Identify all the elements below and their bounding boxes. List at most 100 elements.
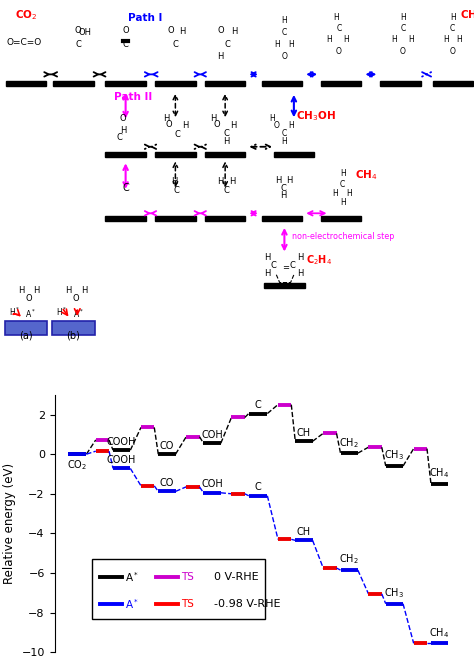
Text: O: O: [25, 294, 32, 303]
Text: H: H: [450, 13, 456, 21]
Bar: [6, 82, 46, 86]
Text: C: C: [173, 40, 178, 49]
Bar: [205, 152, 246, 157]
Text: H: H: [282, 17, 287, 25]
Text: H: H: [229, 177, 236, 186]
Text: H: H: [230, 121, 237, 130]
Text: O: O: [120, 114, 127, 123]
Text: O: O: [167, 26, 174, 35]
Text: (b): (b): [66, 330, 81, 341]
Text: A$^*$: A$^*$: [125, 570, 139, 584]
Bar: [264, 283, 304, 288]
Text: C: C: [271, 261, 276, 270]
Text: CH$_2$: CH$_2$: [339, 436, 359, 450]
Text: H: H: [340, 169, 346, 178]
Text: CO: CO: [160, 478, 174, 488]
Text: H: H: [289, 40, 294, 49]
Text: C$_2$H$_4$: C$_2$H$_4$: [306, 253, 332, 267]
Text: C: C: [122, 183, 129, 193]
Text: C: C: [117, 132, 123, 142]
Text: CH$_4$: CH$_4$: [429, 626, 450, 640]
Text: H: H: [81, 286, 87, 296]
Text: CH$_3$: CH$_3$: [384, 586, 404, 600]
Text: H: H: [346, 189, 352, 197]
Text: CH$_3$OH: CH$_3$OH: [296, 110, 336, 123]
Bar: [155, 217, 196, 221]
Text: H: H: [223, 136, 230, 146]
Text: C: C: [224, 185, 229, 195]
Bar: [380, 82, 420, 86]
Text: C: C: [290, 261, 295, 270]
Text: CH$_4$: CH$_4$: [429, 466, 450, 480]
Bar: [105, 217, 146, 221]
Text: TS: TS: [181, 599, 194, 609]
Text: H: H: [334, 13, 339, 21]
Text: H: H: [210, 114, 217, 123]
Bar: [262, 217, 302, 221]
Text: H: H: [280, 191, 287, 201]
Bar: [92, 559, 264, 619]
Bar: [155, 82, 196, 86]
Text: CO: CO: [160, 441, 174, 451]
Text: O: O: [73, 294, 79, 303]
Text: O: O: [122, 26, 129, 35]
Text: CO$_2$: CO$_2$: [67, 458, 87, 472]
Text: CH$_3$: CH$_3$: [384, 449, 404, 462]
Text: A$^*$: A$^*$: [73, 307, 83, 320]
Text: H: H: [18, 286, 25, 296]
Text: H: H: [327, 35, 332, 44]
Text: =: =: [283, 263, 289, 272]
Text: O=C=O: O=C=O: [6, 38, 41, 47]
Bar: [262, 82, 302, 86]
Text: OH: OH: [79, 28, 92, 37]
Text: H: H: [297, 253, 303, 262]
Text: H: H: [231, 27, 238, 36]
Text: 0 V-RHE: 0 V-RHE: [214, 572, 259, 582]
Text: C: C: [255, 400, 262, 410]
Text: H$^*$: H$^*$: [56, 305, 67, 318]
Text: O: O: [217, 26, 224, 35]
Bar: [205, 217, 246, 221]
Text: H: H: [340, 197, 346, 207]
Text: Path I: Path I: [128, 13, 163, 23]
Text: CO$_2$: CO$_2$: [15, 8, 37, 21]
Bar: [155, 152, 196, 157]
Text: O: O: [336, 47, 342, 56]
Text: C: C: [255, 482, 262, 492]
Text: H: H: [217, 177, 224, 186]
Text: C: C: [123, 40, 128, 49]
Text: C: C: [174, 185, 180, 195]
Text: O: O: [282, 52, 287, 61]
Text: O: O: [400, 47, 406, 56]
Text: H: H: [179, 27, 186, 36]
Text: C: C: [336, 24, 342, 33]
Y-axis label: Relative energy (eV): Relative energy (eV): [3, 463, 16, 584]
Text: O: O: [273, 121, 279, 130]
Text: H: H: [274, 40, 280, 49]
Text: C: C: [175, 130, 181, 139]
Bar: [321, 217, 361, 221]
Text: H$^*$: H$^*$: [9, 305, 20, 318]
Text: H: H: [282, 136, 287, 146]
Text: C: C: [281, 183, 286, 193]
Bar: [432, 82, 473, 86]
Text: -0.98 V-RHE: -0.98 V-RHE: [214, 599, 281, 609]
Text: C: C: [225, 40, 230, 49]
Text: C: C: [400, 24, 406, 33]
Text: CH: CH: [297, 527, 311, 537]
Text: H: H: [65, 286, 72, 296]
Text: CH$_2$: CH$_2$: [339, 553, 359, 567]
Text: non-electrochemical step: non-electrochemical step: [292, 231, 394, 241]
Text: H: H: [400, 13, 406, 21]
Bar: [105, 82, 146, 86]
Text: H: H: [120, 126, 127, 135]
Text: COH: COH: [201, 479, 223, 489]
Text: H: H: [264, 253, 271, 262]
Text: O: O: [75, 26, 82, 35]
Text: COOH: COOH: [107, 437, 136, 447]
Text: A$^*$: A$^*$: [125, 597, 139, 611]
Text: O: O: [450, 47, 456, 56]
Text: (a): (a): [19, 330, 33, 341]
Text: A$^*$: A$^*$: [26, 307, 36, 320]
Text: H: H: [264, 269, 271, 278]
